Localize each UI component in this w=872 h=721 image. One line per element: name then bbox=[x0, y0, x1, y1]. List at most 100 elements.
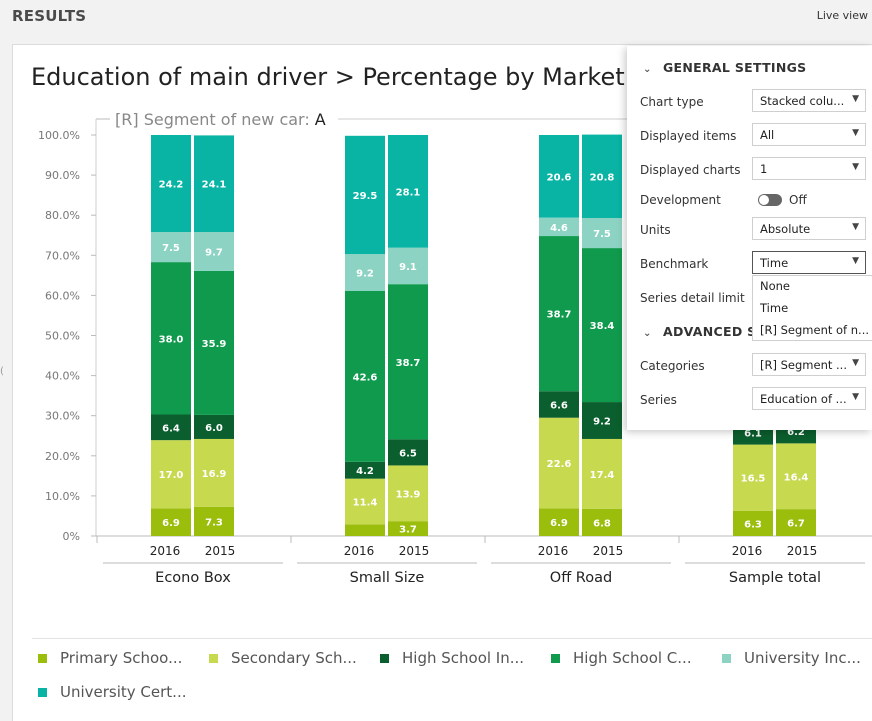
bar-segment bbox=[582, 134, 622, 219]
chevron-down-icon: ▼ bbox=[852, 256, 859, 266]
bar-value-label: 13.9 bbox=[396, 489, 421, 500]
benchmark-value: Time bbox=[760, 256, 789, 270]
legend-item[interactable]: University Cert... bbox=[38, 683, 187, 701]
x-tick-label: 2015 bbox=[399, 544, 430, 558]
bar-value-label: 6.9 bbox=[550, 518, 568, 529]
legend-swatch bbox=[209, 653, 218, 663]
categories-value: [R] Segment ... bbox=[760, 358, 847, 372]
series-detail-limit-label: Series detail limit bbox=[640, 291, 745, 305]
bar-segment bbox=[733, 444, 773, 511]
chart-title: Education of main driver > Percentage by… bbox=[31, 63, 646, 91]
bar-segment bbox=[151, 508, 191, 536]
bar-value-label: 9.7 bbox=[205, 247, 223, 258]
bar-value-label: 6.5 bbox=[399, 448, 417, 459]
bar-value-label: 9.2 bbox=[593, 417, 611, 428]
legend-label: High School C... bbox=[573, 649, 692, 667]
bar-value-label: 20.6 bbox=[547, 172, 572, 183]
bar-segment bbox=[776, 509, 816, 536]
bar-value-label: 4.6 bbox=[550, 223, 568, 234]
chart-legend: Primary Schoo... Secondary Sch... High Sch… bbox=[32, 638, 872, 701]
bar-segment bbox=[151, 440, 191, 509]
x-tick-label: 2015 bbox=[787, 544, 818, 558]
legend-item[interactable]: High School In... bbox=[380, 649, 524, 667]
bar-segment bbox=[388, 465, 428, 522]
bar-value-label: 11.4 bbox=[353, 498, 378, 509]
categories-select[interactable]: [R] Segment ... ▼ bbox=[752, 353, 866, 376]
bar-value-label: 6.1 bbox=[744, 428, 762, 439]
bar-value-label: 6.6 bbox=[550, 400, 568, 411]
chevron-down-icon: ▼ bbox=[852, 128, 859, 138]
bar-value-label: 7.3 bbox=[205, 517, 223, 528]
legend-label: University Cert... bbox=[60, 683, 187, 701]
legend-label: Primary Schoo... bbox=[60, 649, 183, 667]
bar-segment bbox=[345, 135, 385, 255]
bar-segment bbox=[539, 417, 579, 509]
bar-segment bbox=[539, 135, 579, 218]
bar-segment bbox=[194, 506, 234, 536]
bar-value-label: 20.8 bbox=[590, 172, 615, 183]
bar-segment bbox=[582, 438, 622, 509]
bar-value-label: 38.4 bbox=[590, 321, 615, 332]
live-view-link[interactable]: Live view bbox=[816, 9, 868, 22]
chart-type-label: Chart type bbox=[640, 95, 704, 109]
legend-item[interactable]: Primary Schoo... bbox=[38, 649, 182, 667]
development-label: Development bbox=[640, 193, 721, 207]
units-value: Absolute bbox=[760, 222, 811, 236]
bar-segment bbox=[582, 402, 622, 439]
bar-value-label: 9.2 bbox=[356, 269, 374, 280]
legend-item[interactable]: University Inc... bbox=[722, 649, 861, 667]
x-tick-label: 2015 bbox=[593, 544, 624, 558]
units-select[interactable]: Absolute ▼ bbox=[752, 217, 866, 240]
displayed-charts-select[interactable]: 1 ▼ bbox=[752, 157, 866, 180]
bar-segment bbox=[151, 135, 191, 233]
bar-segment bbox=[345, 524, 385, 536]
y-tick-label: 80.0% bbox=[45, 209, 80, 222]
bar-segment bbox=[151, 262, 191, 415]
advanced-settings-header[interactable]: ⌄ ADVANCED SE bbox=[643, 324, 765, 339]
chevron-down-icon: ▼ bbox=[852, 94, 859, 104]
legend-swatch bbox=[380, 653, 389, 663]
bar-segment bbox=[151, 414, 191, 441]
displayed-items-label: Displayed items bbox=[640, 129, 737, 143]
legend-swatch bbox=[551, 653, 560, 663]
general-settings-header[interactable]: ⌄ GENERAL SETTINGS bbox=[643, 60, 806, 75]
bar-segment bbox=[194, 438, 234, 507]
benchmark-option-none[interactable]: None bbox=[760, 279, 791, 293]
bar-value-label: 16.9 bbox=[202, 469, 227, 480]
chart-type-select[interactable]: Stacked colu... ▼ bbox=[752, 89, 866, 112]
chart-subtitle-prefix: [R] Segment of new car: bbox=[115, 110, 310, 129]
left-edge-mark: ( bbox=[0, 366, 4, 377]
bar-value-label: 17.0 bbox=[159, 470, 184, 481]
benchmark-option-time[interactable]: Time bbox=[760, 301, 789, 315]
bar-value-label: 6.2 bbox=[787, 427, 805, 438]
y-tick-label: 30.0% bbox=[45, 410, 80, 423]
legend-item[interactable]: High School C... bbox=[551, 649, 692, 667]
group-label: Off Road bbox=[550, 570, 612, 586]
bar-segment bbox=[388, 439, 428, 466]
chevron-down-icon: ▼ bbox=[852, 222, 859, 232]
y-tick-label: 100.0% bbox=[38, 129, 80, 142]
bar-value-label: 24.1 bbox=[202, 180, 227, 191]
benchmark-option-segment[interactable]: [R] Segment of n... bbox=[760, 323, 870, 337]
development-toggle[interactable] bbox=[758, 194, 782, 206]
bar-segment bbox=[539, 508, 579, 536]
chart-type-value: Stacked colu... bbox=[760, 94, 845, 108]
group-label: Econo Box bbox=[155, 570, 231, 586]
displayed-charts-value: 1 bbox=[760, 162, 768, 176]
series-select[interactable]: Education of ... ▼ bbox=[752, 387, 866, 410]
displayed-items-value: All bbox=[760, 128, 775, 142]
bar-segment bbox=[539, 236, 579, 392]
bar-value-label: 6.9 bbox=[162, 518, 180, 529]
bar-segment bbox=[582, 248, 622, 403]
bar-value-label: 22.6 bbox=[547, 459, 572, 470]
displayed-items-select[interactable]: All ▼ bbox=[752, 123, 866, 146]
bar-value-label: 3.7 bbox=[399, 525, 417, 536]
x-tick-label: 2016 bbox=[150, 544, 181, 558]
legend-item[interactable]: Secondary Sch... bbox=[209, 649, 357, 667]
chevron-down-icon: ▼ bbox=[852, 162, 859, 172]
bar-value-label: 4.2 bbox=[356, 466, 374, 477]
bar-value-label: 38.0 bbox=[159, 334, 184, 345]
legend-swatch bbox=[722, 653, 731, 663]
benchmark-select[interactable]: Time ▼ bbox=[752, 251, 866, 274]
